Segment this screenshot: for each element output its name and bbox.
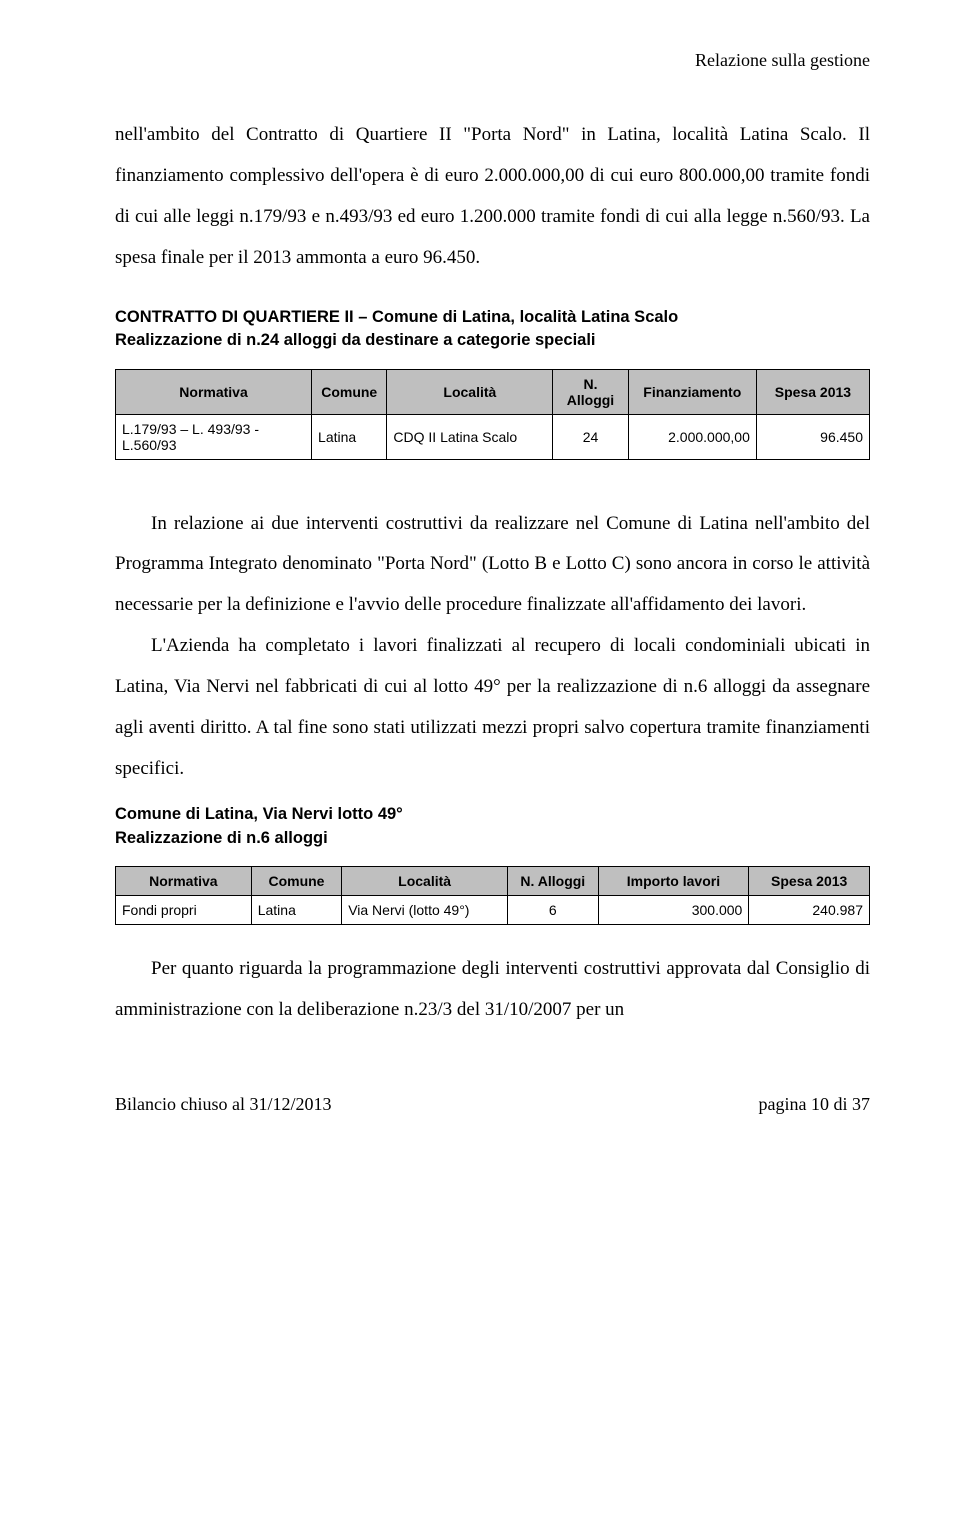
col-localita: Località bbox=[342, 866, 508, 895]
col-n-alloggi: N. Alloggi bbox=[508, 866, 598, 895]
table-row: Fondi propri Latina Via Nervi (lotto 49°… bbox=[116, 895, 870, 924]
page-header: Relazione sulla gestione bbox=[115, 50, 870, 71]
table-header-row: Normativa Comune Località N. Alloggi Fin… bbox=[116, 369, 870, 414]
header-title: Relazione sulla gestione bbox=[695, 50, 870, 70]
paragraph-4: Per quanto riguarda la programmazione de… bbox=[115, 949, 870, 1031]
cell-localita: Via Nervi (lotto 49°) bbox=[342, 895, 508, 924]
body-text: nell'ambito del Contratto di Quartiere I… bbox=[115, 115, 870, 278]
paragraph-1: nell'ambito del Contratto di Quartiere I… bbox=[115, 115, 870, 278]
cell-importo: 300.000 bbox=[598, 895, 749, 924]
section-heading-1: CONTRATTO DI QUARTIERE II – Comune di La… bbox=[115, 306, 870, 352]
col-importo-lavori: Importo lavori bbox=[598, 866, 749, 895]
col-comune: Comune bbox=[312, 369, 387, 414]
footer-left: Bilancio chiuso al 31/12/2013 bbox=[115, 1094, 331, 1115]
body-text-2: In relazione ai due interventi costrutti… bbox=[115, 504, 870, 790]
col-spesa-2013: Spesa 2013 bbox=[756, 369, 869, 414]
col-normativa: Normativa bbox=[116, 369, 312, 414]
cell-finanziamento: 2.000.000,00 bbox=[628, 414, 756, 459]
table-contratto-quartiere: Normativa Comune Località N. Alloggi Fin… bbox=[115, 369, 870, 460]
paragraph-3: L'Azienda ha completato i lavori finaliz… bbox=[115, 626, 870, 789]
col-localita: Località bbox=[387, 369, 553, 414]
heading-1-line-2: Realizzazione di n.24 alloggi da destina… bbox=[115, 329, 870, 352]
col-finanziamento: Finanziamento bbox=[628, 369, 756, 414]
cell-spesa: 96.450 bbox=[756, 414, 869, 459]
col-comune: Comune bbox=[251, 866, 341, 895]
cell-normativa: L.179/93 – L. 493/93 - L.560/93 bbox=[116, 414, 312, 459]
page: Relazione sulla gestione nell'ambito del… bbox=[0, 0, 960, 1155]
cell-spesa: 240.987 bbox=[749, 895, 870, 924]
col-normativa: Normativa bbox=[116, 866, 252, 895]
cell-n-alloggi: 6 bbox=[508, 895, 598, 924]
body-text-3: Per quanto riguarda la programmazione de… bbox=[115, 949, 870, 1031]
table-row: L.179/93 – L. 493/93 - L.560/93 Latina C… bbox=[116, 414, 870, 459]
cell-normativa: Fondi propri bbox=[116, 895, 252, 924]
cell-comune: Latina bbox=[312, 414, 387, 459]
heading-1-line-1: CONTRATTO DI QUARTIERE II – Comune di La… bbox=[115, 306, 870, 329]
col-spesa-2013: Spesa 2013 bbox=[749, 866, 870, 895]
heading-2-line-1: Comune di Latina, Via Nervi lotto 49° bbox=[115, 803, 870, 826]
table-via-nervi: Normativa Comune Località N. Alloggi Imp… bbox=[115, 866, 870, 925]
table-header-row: Normativa Comune Località N. Alloggi Imp… bbox=[116, 866, 870, 895]
col-n-alloggi: N. Alloggi bbox=[553, 369, 628, 414]
paragraph-2: In relazione ai due interventi costrutti… bbox=[115, 504, 870, 627]
cell-comune: Latina bbox=[251, 895, 341, 924]
section-heading-2: Comune di Latina, Via Nervi lotto 49° Re… bbox=[115, 803, 870, 849]
page-footer: Bilancio chiuso al 31/12/2013 pagina 10 … bbox=[115, 1094, 870, 1115]
heading-2-line-2: Realizzazione di n.6 alloggi bbox=[115, 827, 870, 850]
cell-n-alloggi: 24 bbox=[553, 414, 628, 459]
footer-right: pagina 10 di 37 bbox=[759, 1094, 870, 1115]
cell-localita: CDQ II Latina Scalo bbox=[387, 414, 553, 459]
